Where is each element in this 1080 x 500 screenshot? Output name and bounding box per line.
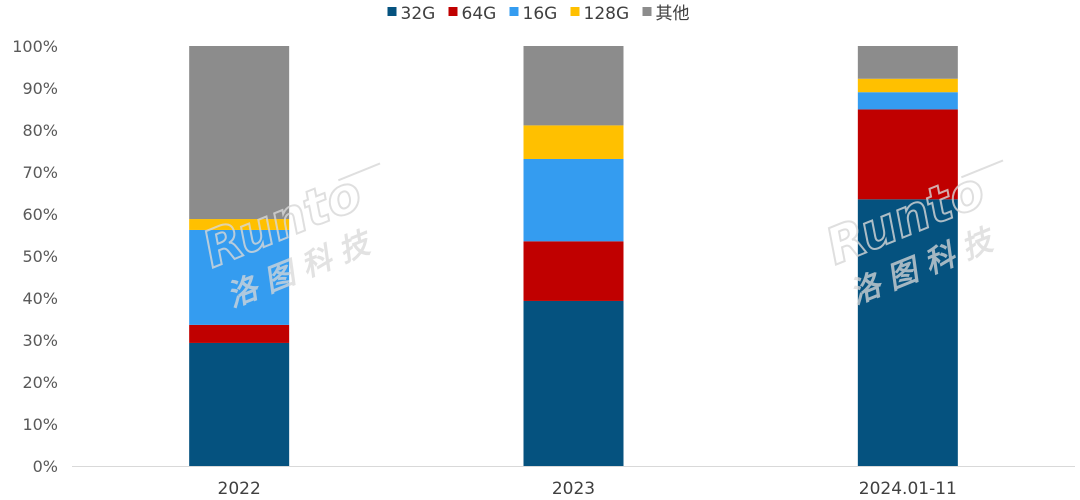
bar-segment-128G (857, 78, 958, 93)
legend-label: 128G (584, 4, 630, 24)
bar-segment-128G (523, 125, 624, 159)
bar-stack-2023 (523, 46, 624, 466)
legend-swatch (509, 7, 519, 16)
bar-segment-128G (189, 219, 290, 230)
bar-segment-32G (523, 300, 624, 466)
bar-segment-16G (857, 92, 958, 110)
y-tick-label: 10% (22, 415, 58, 434)
y-tick-label: 100% (12, 37, 58, 56)
bar-segment-64G (857, 109, 958, 200)
bar-segment-16G (189, 229, 290, 325)
bar-segment-64G (523, 241, 624, 301)
bar-segment-其他 (857, 46, 958, 79)
legend-swatch (570, 7, 580, 16)
y-tick-label: 20% (22, 373, 58, 392)
legend-label: 32G (401, 4, 436, 24)
x-tick-label: 2022 (218, 479, 261, 499)
y-tick-label: 50% (22, 247, 58, 266)
y-tick-label: 80% (22, 121, 58, 140)
bar-segment-其他 (189, 46, 290, 220)
y-axis: 0% 10% 20% 30% 40% 50% 60% 70% 80% 90% 100% (12, 37, 58, 476)
y-tick-label: 70% (22, 163, 58, 182)
watermark-swoosh (337, 162, 381, 182)
x-tick-label: 2023 (552, 479, 595, 499)
legend: 32G 64G 16G 128G 其他 (387, 4, 690, 24)
legend-item: 64G (448, 4, 497, 24)
x-tick-label: 2024.01-11 (859, 479, 957, 499)
legend-item: 其他 (642, 4, 690, 24)
y-tick-label: 0% (33, 457, 58, 476)
bar-segment-16G (523, 158, 624, 242)
legend-item: 128G (570, 4, 630, 24)
bar-stack-2022 (189, 46, 290, 466)
bars (189, 46, 958, 467)
y-tick-label: 40% (22, 289, 58, 308)
legend-label: 64G (462, 4, 497, 24)
legend-label: 其他 (656, 4, 690, 24)
y-tick-label: 90% (22, 79, 58, 98)
bar-stack-2024.01-11 (857, 46, 958, 467)
legend-swatch (387, 7, 397, 16)
legend-item: 32G (387, 4, 436, 24)
y-tick-label: 60% (22, 205, 58, 224)
bar-segment-32G (857, 199, 958, 467)
legend-swatch (642, 7, 652, 16)
x-axis: 2022 2023 2024.01-11 (72, 466, 1075, 499)
bar-segment-其他 (523, 46, 624, 126)
legend-label: 16G (523, 4, 558, 24)
watermark-swoosh (960, 159, 1004, 179)
legend-item: 16G (509, 4, 558, 24)
bar-segment-64G (189, 324, 290, 343)
bar-segment-32G (189, 342, 290, 466)
legend-swatch (448, 7, 458, 16)
y-tick-label: 30% (22, 331, 58, 350)
